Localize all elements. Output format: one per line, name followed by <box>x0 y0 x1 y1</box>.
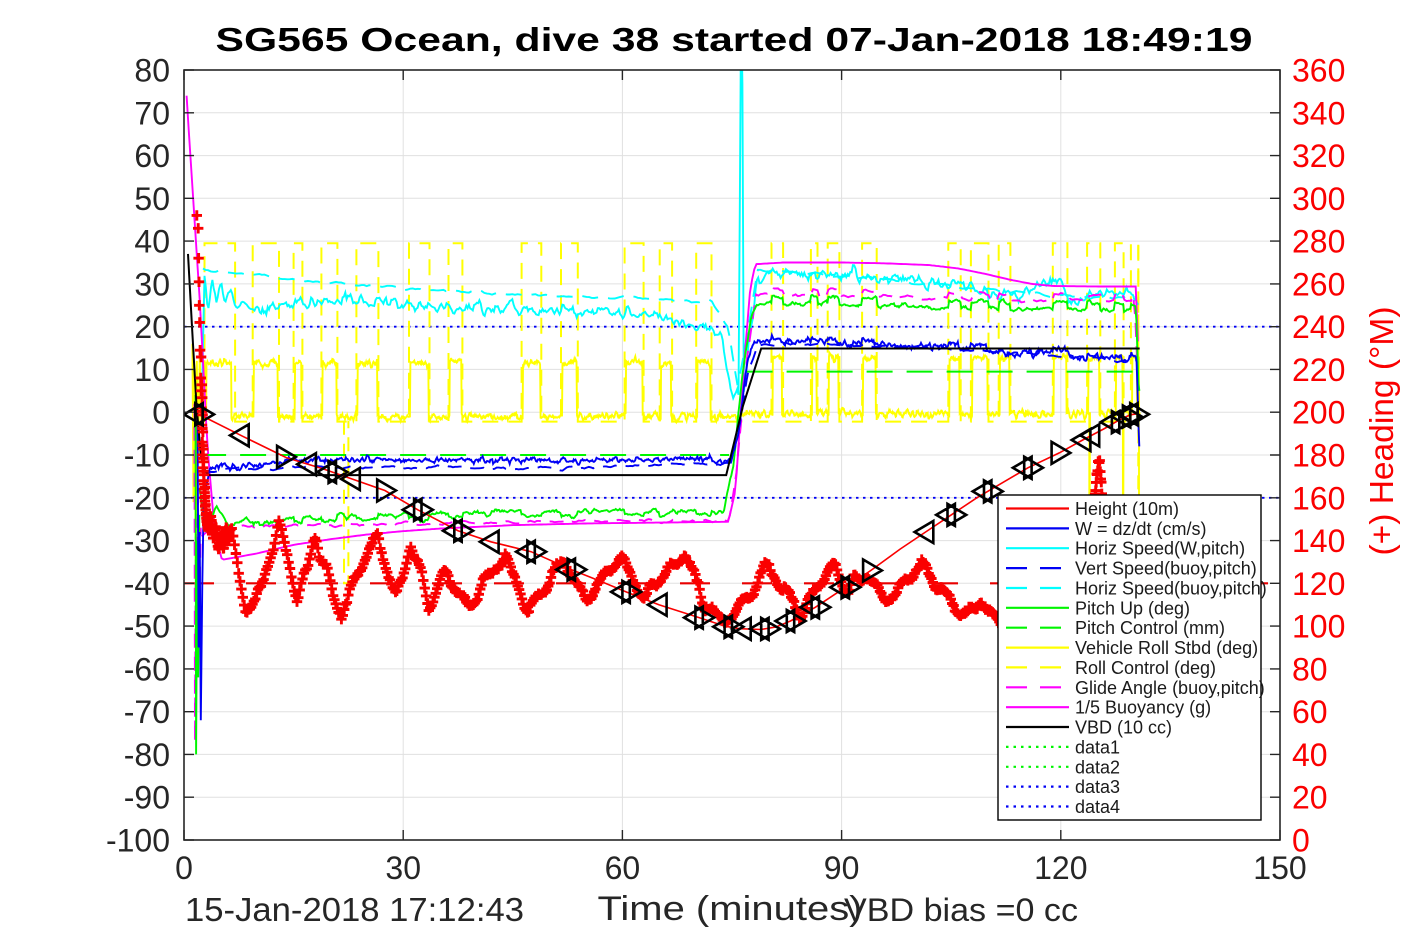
svg-text:-90: -90 <box>124 780 170 816</box>
svg-text:Horiz Speed(W,pitch): Horiz Speed(W,pitch) <box>1075 539 1245 559</box>
svg-text:Height (10m): Height (10m) <box>1075 499 1179 519</box>
svg-text:(+) Heading (°M): (+) Heading (°M) <box>1363 307 1400 556</box>
svg-text:30: 30 <box>385 850 421 886</box>
svg-text:SG565 Ocean, dive 38 started 0: SG565 Ocean, dive 38 started 07-Jan-2018… <box>216 21 1253 58</box>
svg-text:320: 320 <box>1292 138 1345 174</box>
svg-text:280: 280 <box>1292 224 1345 260</box>
svg-text:40: 40 <box>134 224 170 260</box>
svg-text:20: 20 <box>134 309 170 345</box>
svg-text:360: 360 <box>1292 53 1345 89</box>
svg-text:160: 160 <box>1292 480 1345 516</box>
svg-text:W = dz/dt (cm/s): W = dz/dt (cm/s) <box>1075 519 1207 539</box>
svg-text:30: 30 <box>134 266 170 302</box>
svg-text:140: 140 <box>1292 523 1345 559</box>
svg-text:-50: -50 <box>124 609 170 645</box>
svg-text:340: 340 <box>1292 95 1345 131</box>
svg-text:data1: data1 <box>1075 737 1120 757</box>
svg-text:Vert Speed(buoy,pitch): Vert Speed(buoy,pitch) <box>1075 559 1257 579</box>
svg-text:10: 10 <box>134 352 170 388</box>
svg-text:VBD (10 cc): VBD (10 cc) <box>1075 718 1172 738</box>
svg-text:100: 100 <box>1292 609 1345 645</box>
svg-text:-40: -40 <box>124 566 170 602</box>
svg-text:-70: -70 <box>124 694 170 730</box>
svg-text:70: 70 <box>134 95 170 131</box>
svg-text:Pitch Control (mm): Pitch Control (mm) <box>1075 618 1225 638</box>
svg-text:300: 300 <box>1292 181 1345 217</box>
svg-text:Glide Angle (buoy,pitch): Glide Angle (buoy,pitch) <box>1075 678 1265 698</box>
svg-text:data3: data3 <box>1075 777 1120 797</box>
svg-text:220: 220 <box>1292 352 1345 388</box>
svg-text:180: 180 <box>1292 438 1345 474</box>
svg-text:-30: -30 <box>124 523 170 559</box>
svg-text:Horiz Speed(buoy,pitch): Horiz Speed(buoy,pitch) <box>1075 579 1267 599</box>
svg-text:Time (minutes): Time (minutes) <box>598 890 863 928</box>
svg-text:Vehicle Roll Stbd (deg): Vehicle Roll Stbd (deg) <box>1075 638 1258 658</box>
svg-text:80: 80 <box>1292 651 1328 687</box>
svg-text:80: 80 <box>134 53 170 89</box>
svg-text:15-Jan-2018 17:12:43: 15-Jan-2018 17:12:43 <box>185 891 524 928</box>
svg-text:-100: -100 <box>106 823 170 859</box>
svg-text:60: 60 <box>134 138 170 174</box>
svg-text:data2: data2 <box>1075 757 1120 777</box>
svg-text:-10: -10 <box>124 438 170 474</box>
svg-text:-80: -80 <box>124 737 170 773</box>
svg-text:40: 40 <box>1292 737 1328 773</box>
svg-text:0: 0 <box>152 395 170 431</box>
svg-text:150: 150 <box>1253 850 1306 886</box>
svg-text:1/5 Buoyancy (g): 1/5 Buoyancy (g) <box>1075 698 1211 718</box>
svg-text:240: 240 <box>1292 309 1345 345</box>
svg-text:Pitch Up (deg): Pitch Up (deg) <box>1075 598 1190 618</box>
svg-text:60: 60 <box>605 850 641 886</box>
svg-text:-60: -60 <box>124 651 170 687</box>
svg-text:200: 200 <box>1292 395 1345 431</box>
svg-text:0: 0 <box>1292 823 1310 859</box>
svg-text:120: 120 <box>1292 566 1345 602</box>
svg-text:20: 20 <box>1292 780 1328 816</box>
svg-text:120: 120 <box>1034 850 1087 886</box>
svg-text:260: 260 <box>1292 266 1345 302</box>
svg-text:50: 50 <box>134 181 170 217</box>
svg-text:0: 0 <box>175 850 193 886</box>
svg-text:90: 90 <box>824 850 860 886</box>
svg-text:data4: data4 <box>1075 797 1120 817</box>
svg-text:Roll Control (deg): Roll Control (deg) <box>1075 658 1216 678</box>
svg-text:-20: -20 <box>124 480 170 516</box>
svg-text:60: 60 <box>1292 694 1328 730</box>
svg-text:VBD bias =0 cc: VBD bias =0 cc <box>844 892 1078 928</box>
